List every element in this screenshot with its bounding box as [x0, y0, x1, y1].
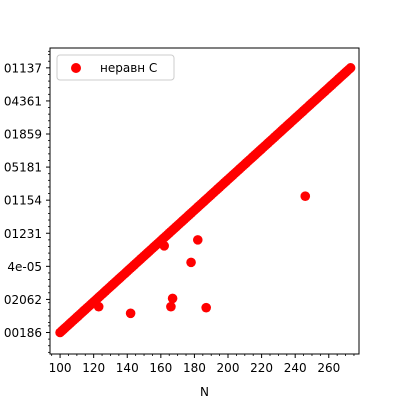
y-tick-label: 01859 [4, 128, 42, 142]
data-point-outlier [167, 293, 178, 304]
legend-box [56, 54, 175, 81]
y-axis: 00186 02062 4e-05 01231 01154 05181 01859 04361… [4, 50, 50, 353]
points-layer [55, 63, 356, 338]
y-tick-label: 05181 [4, 161, 42, 175]
data-point-outlier [300, 191, 311, 202]
legend: неравн C [56, 54, 175, 81]
data-point-outlier [192, 235, 203, 245]
y-tick-label: 04361 [4, 94, 42, 108]
x-tick-label: 120 [82, 361, 105, 375]
x-tick-label: 240 [284, 361, 307, 375]
data-point-outlier [125, 308, 136, 319]
data-point-outlier [166, 301, 176, 312]
y-tick-label: 01137 [4, 61, 42, 75]
x-tick-label: 100 [49, 361, 72, 375]
x-tick-label: 260 [317, 361, 340, 375]
data-point-outlier [186, 257, 196, 268]
x-tick-label: 220 [250, 361, 273, 375]
x-tick-label: 140 [116, 361, 139, 375]
y-tick-label: 00186 [4, 326, 42, 340]
x-axis-label: N [200, 385, 209, 399]
data-point [345, 63, 356, 73]
data-point-outlier [159, 241, 169, 251]
y-tick-label: 4e-05 [7, 260, 42, 274]
x-tick-label: 160 [149, 361, 172, 375]
x-tick-label: 180 [183, 361, 206, 375]
legend-label: неравн C [100, 61, 157, 75]
y-tick-label: 02062 [4, 293, 42, 307]
y-tick-label: 01231 [4, 227, 42, 241]
plot-frame [49, 47, 360, 355]
data-point-outlier [93, 301, 104, 312]
y-tick-label: 01154 [4, 194, 42, 208]
data-point-outlier [201, 302, 211, 313]
x-axis: 100 120 140 160 180 200 220 240 260 [49, 354, 355, 375]
legend-marker [71, 63, 81, 73]
x-tick-label: 200 [217, 361, 240, 375]
